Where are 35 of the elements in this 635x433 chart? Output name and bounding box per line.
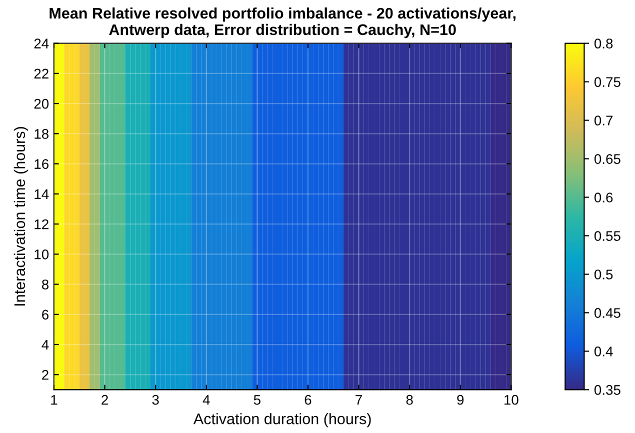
color-bar-label: 0.65 bbox=[594, 154, 620, 164]
color-bar-label: 0.75 bbox=[594, 77, 620, 87]
y-tick-label: 14 bbox=[34, 189, 49, 199]
color-bar-label: 0.8 bbox=[594, 38, 613, 48]
x-tick-label: 6 bbox=[304, 394, 312, 405]
x-tick-label: 8 bbox=[406, 394, 413, 405]
y-tick-label: 2 bbox=[42, 370, 48, 380]
x-tick-label: 4 bbox=[202, 395, 210, 405]
color-bar-label: 0.4 bbox=[594, 346, 613, 356]
y-tick-label: 22 bbox=[34, 68, 48, 78]
y-tick-label: 20 bbox=[34, 98, 49, 109]
y-tick-label: 18 bbox=[34, 129, 49, 139]
y-tick-label: 4 bbox=[42, 340, 49, 350]
y-tick-label: 16 bbox=[34, 159, 49, 169]
y-tick-label: 24 bbox=[34, 38, 49, 48]
x-tick-label: 7 bbox=[356, 395, 362, 405]
color-bar-label: 0.45 bbox=[594, 308, 620, 318]
color-bar-label: 0.55 bbox=[594, 231, 620, 241]
x-tick-label: 9 bbox=[457, 394, 464, 405]
chart-title: Mean Relative resolved portfolio imbalance - 20 activations/year, Antwerp data, Error distribution = Cauchy, N=10 bbox=[50, 7, 516, 38]
x-tick-label: 3 bbox=[152, 394, 159, 405]
y-tick-label: 12 bbox=[34, 219, 48, 230]
y-tick-label: 8 bbox=[42, 280, 49, 290]
y-tick-label: 6 bbox=[42, 310, 49, 320]
color-bar-label: 0.7 bbox=[594, 116, 613, 126]
color-bar-label: 0.5 bbox=[594, 270, 613, 280]
x-tick-label: 2 bbox=[102, 394, 108, 405]
x-tick-label: 10 bbox=[504, 394, 518, 405]
x-axis-title: Activation duration (hours) bbox=[193, 413, 371, 428]
color-bar-label: 0.35 bbox=[594, 385, 620, 395]
x-tick-label: 1 bbox=[51, 395, 58, 405]
color-bar-label: 0.6 bbox=[594, 192, 613, 202]
y-axis-title: Interactivation time (hours) bbox=[14, 127, 28, 306]
x-tick-label: 5 bbox=[254, 395, 260, 405]
y-tick-label: 10 bbox=[34, 249, 49, 260]
